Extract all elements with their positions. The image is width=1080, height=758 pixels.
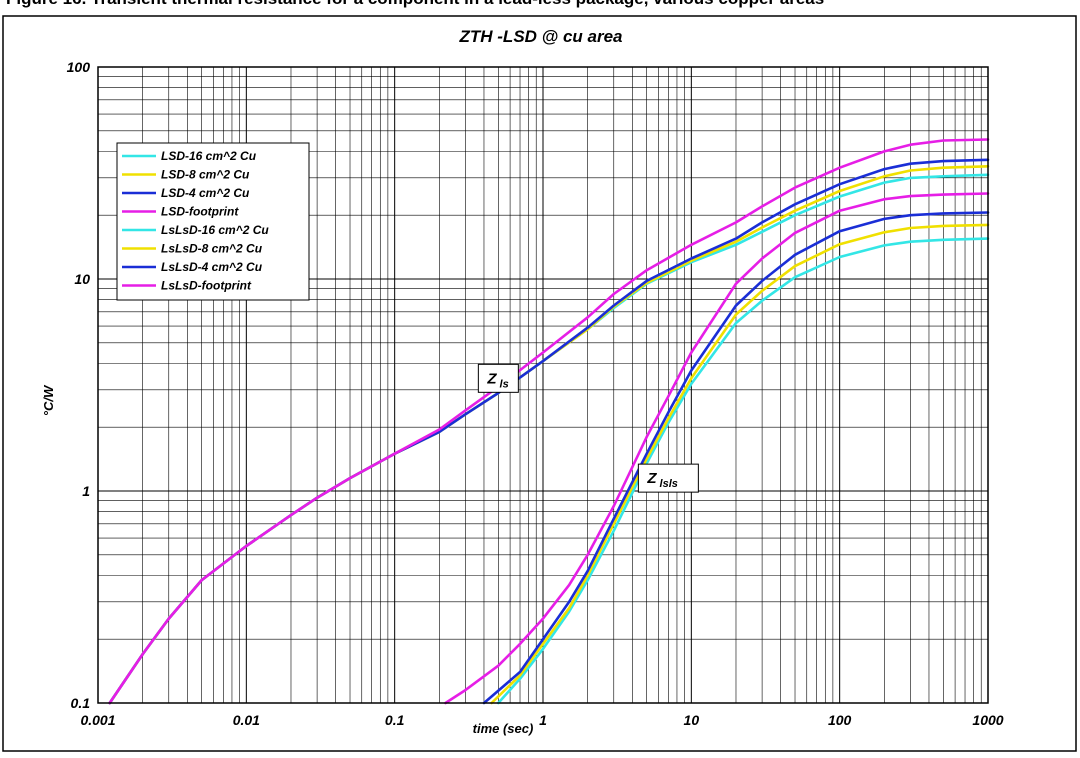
- x-tick-label: 100: [828, 712, 852, 728]
- plot-area-border: [97, 66, 989, 704]
- series-line: [108, 138, 990, 705]
- annotation-box: [637, 463, 699, 493]
- legend-label: LsLsD-4 cm^2 Cu: [161, 260, 263, 274]
- y-tick-label: 10: [74, 271, 90, 287]
- annotation-box: [477, 363, 519, 393]
- chart-border: [2, 15, 1077, 752]
- x-tick-label: 0.01: [233, 712, 260, 728]
- legend-label: LSD-footprint: [161, 205, 239, 219]
- x-tick-label: 10: [684, 712, 700, 728]
- series-line: [496, 237, 990, 705]
- y-tick-label: 100: [67, 59, 91, 75]
- page-heading: Figure 16. Transient thermal resistance …: [0, 0, 1080, 14]
- legend-label: LsLsD-8 cm^2 Cu: [161, 242, 263, 256]
- legend-label: LSD-4 cm^2 Cu: [161, 186, 250, 200]
- legend-label: LsLsD-footprint: [161, 279, 252, 293]
- x-tick-label: 1: [539, 712, 547, 728]
- series-line: [444, 192, 990, 705]
- tick-labels: 0.001 0.01 0.1 1 10 100 1000 0.1 1 10 100: [67, 59, 1004, 728]
- legend-label: LsLsD-16 cm^2 Cu: [161, 223, 269, 237]
- page-heading-text: Figure 16. Transient thermal resistance …: [6, 0, 824, 9]
- x-tick-label: 1000: [972, 712, 1003, 728]
- legend: LSD-16 cm^2 Cu LSD-8 cm^2 Cu LSD-4 cm^2 Cu…: [116, 142, 310, 301]
- legend-label: LSD-16 cm^2 Cu: [161, 149, 257, 163]
- x-tick-label: 0.001: [80, 712, 115, 728]
- x-tick-label: 0.1: [385, 712, 405, 728]
- chart-title: ZTH -LSD @ cu area: [459, 27, 623, 46]
- series-line: [490, 223, 990, 705]
- legend-box: [116, 142, 310, 301]
- series-line: [482, 211, 990, 705]
- chart-svg: ZTH -LSD @ cu area °C/W time (sec) 0.001…: [2, 15, 1077, 752]
- annotation-subscript: ls: [500, 378, 509, 390]
- annotation-subscript: lsls: [660, 478, 678, 490]
- series-layer: [108, 138, 990, 705]
- y-tick-label: 1: [82, 483, 90, 499]
- legend-label: LSD-8 cm^2 Cu: [161, 168, 250, 182]
- chart-frame: ZTH -LSD @ cu area °C/W time (sec) 0.001…: [0, 15, 1080, 753]
- y-tick-label: 0.1: [71, 695, 91, 711]
- x-axis-label: time (sec): [473, 721, 534, 736]
- y-axis-label: °C/W: [41, 384, 56, 416]
